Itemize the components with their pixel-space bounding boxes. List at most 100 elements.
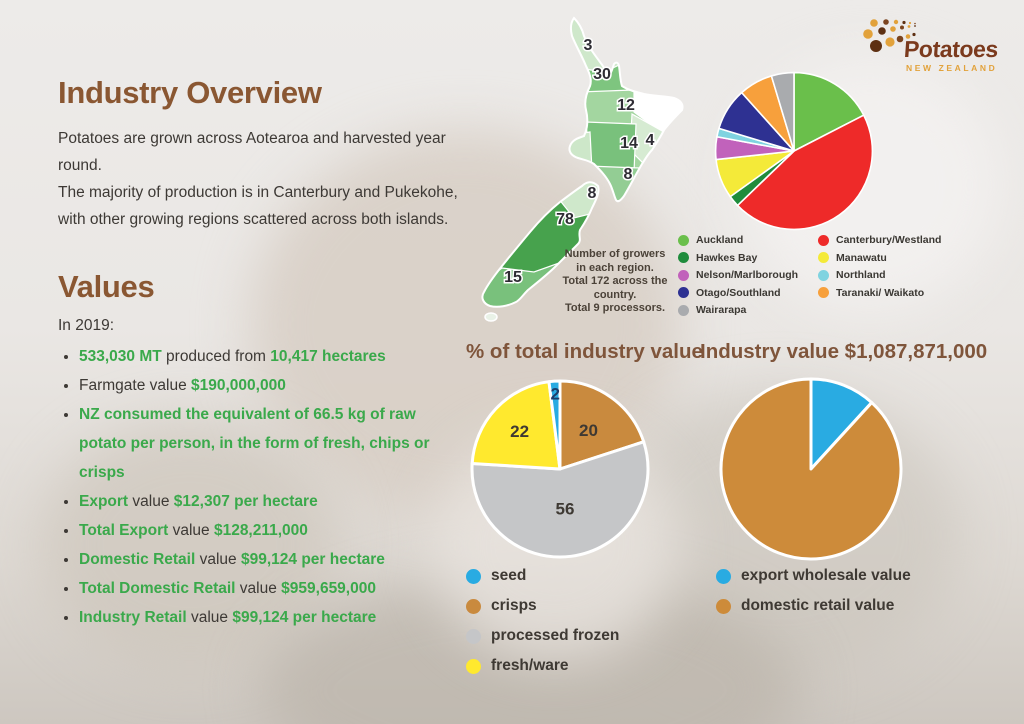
legend-item-northland: Northland — [818, 269, 941, 281]
overview-paragraph: Potatoes are grown across Aotearoa and h… — [58, 125, 478, 233]
bullet-text-segment: value — [199, 551, 241, 568]
value-bullet: Total Domestic Retail value $959,659,000 — [79, 574, 451, 603]
pie-slice-value-label: 20 — [579, 421, 598, 440]
legend-dot-icon — [678, 287, 689, 298]
legend-label: Taranaki/ Waikato — [836, 286, 925, 299]
pie-slice-domestic-retail-value — [719, 377, 903, 561]
bullet-text-segment: Total Export — [79, 522, 173, 539]
legend-item-domestic-retail-value: domestic retail value — [716, 597, 911, 615]
pie-slice-value-label: 22 — [510, 422, 529, 441]
value-bullet: NZ consumed the equivalent of 66.5 kg of… — [79, 400, 451, 487]
value-bullet: Industry Retail value $99,124 per hectar… — [79, 603, 451, 632]
legend-item-taranaki-waikato: Taranaki/ Waikato — [818, 287, 941, 299]
value-bullet: 533,030 MT produced from 10,417 hectares — [79, 342, 451, 371]
map-grower-count-label: 8 — [588, 185, 597, 202]
legend-dot-icon — [818, 252, 829, 263]
legend-item-manawatu: Manawatu — [818, 252, 941, 264]
legend-dot-icon — [466, 658, 481, 674]
legend-dot-icon — [818, 269, 829, 281]
logo-wordmark: Potatoes — [903, 36, 999, 62]
industry-value-legend: export wholesale value domestic retail va… — [716, 567, 911, 627]
legend-item-hawkes-bay: Hawkes Bay — [678, 252, 798, 264]
legend-dot-icon — [716, 598, 731, 614]
map-grower-count-label: 30 — [593, 66, 611, 83]
map-caption-line: Total 9 processors. — [564, 302, 666, 314]
legend-label: Auckland — [696, 234, 744, 246]
map-caption: Number of growers in each region. Total 17… — [556, 248, 674, 316]
legend-dot-icon — [678, 252, 689, 263]
legend-dot-icon — [466, 628, 481, 644]
industry-value-title: Industry value $1,087,871,000 — [700, 340, 988, 363]
region-legend-column-2: Canterbury/Westland Manawatu Northland Tara… — [818, 234, 941, 304]
values-heading: Values — [58, 269, 155, 304]
legend-dot-icon — [678, 269, 689, 281]
legend-item-wairarapa: Wairarapa — [678, 304, 798, 316]
legend-label: Otago/Southland — [696, 286, 781, 299]
legend-item-export-wholesale-value: export wholesale value — [716, 567, 911, 585]
map-grower-count-label: 15 — [504, 269, 522, 286]
logo-subtitle: NEW ZEALAND — [906, 63, 998, 73]
legend-label: Manawatu — [836, 251, 887, 264]
bullet-text-segment: Industry Retail — [79, 609, 191, 626]
value-bullet: Total Export value $128,211,000 — [79, 516, 451, 545]
legend-label: export wholesale value — [741, 567, 911, 584]
map-grower-count-label: 8 — [624, 166, 633, 183]
legend-label: processed frozen — [491, 627, 620, 644]
page-title: Industry Overview — [58, 75, 322, 110]
map-caption-line: country. — [593, 288, 637, 301]
bullet-text-segment: $99,124 per hectare — [232, 609, 377, 626]
map-grower-count-label: 78 — [556, 211, 574, 228]
map-region-northland — [569, 18, 631, 73]
bullet-text-segment: $959,659,000 — [281, 580, 376, 597]
region-legend-column-1: Auckland Hawkes Bay Nelson/Marlborough Otag… — [678, 234, 798, 322]
map-stewart-island — [484, 312, 498, 322]
legend-label: crisps — [491, 597, 537, 614]
industry-share-title: % of total industry value — [466, 340, 703, 363]
legend-dot-icon — [716, 568, 731, 584]
industry-value-pie-chart — [719, 377, 903, 561]
legend-item-seed: seed — [466, 567, 619, 585]
legend-label: Nelson/Marlborough — [696, 269, 799, 281]
value-bullet: Domestic Retail value $99,124 per hectar… — [79, 545, 451, 574]
bullet-text-segment: NZ consumed the equivalent of 66.5 kg of… — [79, 406, 430, 481]
map-grower-count-label: 4 — [646, 132, 655, 149]
bullet-text-segment: value — [132, 493, 174, 510]
value-bullet: Farmgate value $190,000,000 — [79, 371, 451, 400]
legend-dot-icon — [818, 287, 829, 298]
legend-label: Canterbury/Westland — [836, 234, 942, 246]
map-grower-count-label: 14 — [620, 135, 638, 152]
legend-dot-icon — [466, 568, 481, 584]
values-bullet-list: 533,030 MT produced from 10,417 hectares… — [58, 342, 478, 632]
bullet-text-segment: value — [239, 580, 282, 597]
bullet-text-segment: Farmgate value — [79, 377, 191, 394]
map-caption-line: Total 172 across the — [562, 275, 668, 287]
overview-line: with other growing regions scattered acr… — [58, 211, 449, 228]
legend-item-fresh-ware: fresh/ware — [466, 657, 619, 675]
bullet-text-segment: value — [190, 609, 233, 626]
legend-label: fresh/ware — [491, 657, 569, 674]
bullet-text-segment: Domestic Retail — [79, 551, 200, 568]
overview-line: Potatoes are grown across Aotearoa and h… — [58, 130, 446, 174]
legend-dot-icon — [678, 234, 689, 246]
bullet-text-segment: Total Domestic Retail — [79, 580, 240, 597]
bullet-text-segment: $128,211,000 — [213, 522, 308, 539]
values-intro: In 2019: — [58, 317, 115, 334]
growers-by-region-pie-chart — [714, 71, 874, 231]
map-caption-line: in each region. — [576, 261, 654, 274]
legend-dot-icon — [818, 234, 829, 246]
legend-label: Hawkes Bay — [696, 251, 758, 264]
legend-dot-icon — [466, 598, 481, 614]
left-column: Industry Overview Potatoes are grown acr… — [58, 76, 478, 632]
pie-slice-value-label: 2 — [551, 384, 560, 403]
pie-slice-value-label: 56 — [556, 499, 575, 518]
map-grower-count-label: 3 — [584, 37, 593, 54]
legend-item-processed-frozen: processed frozen — [466, 627, 619, 645]
map-grower-count-label: 12 — [617, 97, 635, 114]
legend-label: Northland — [836, 269, 886, 281]
legend-item-nelson-marlborough: Nelson/Marlborough — [678, 269, 798, 281]
bullet-text-segment: $99,124 per hectare — [240, 551, 385, 568]
bullet-text-segment: 10,417 hectares — [270, 348, 386, 365]
legend-item-otago-southland: Otago/Southland — [678, 287, 798, 299]
